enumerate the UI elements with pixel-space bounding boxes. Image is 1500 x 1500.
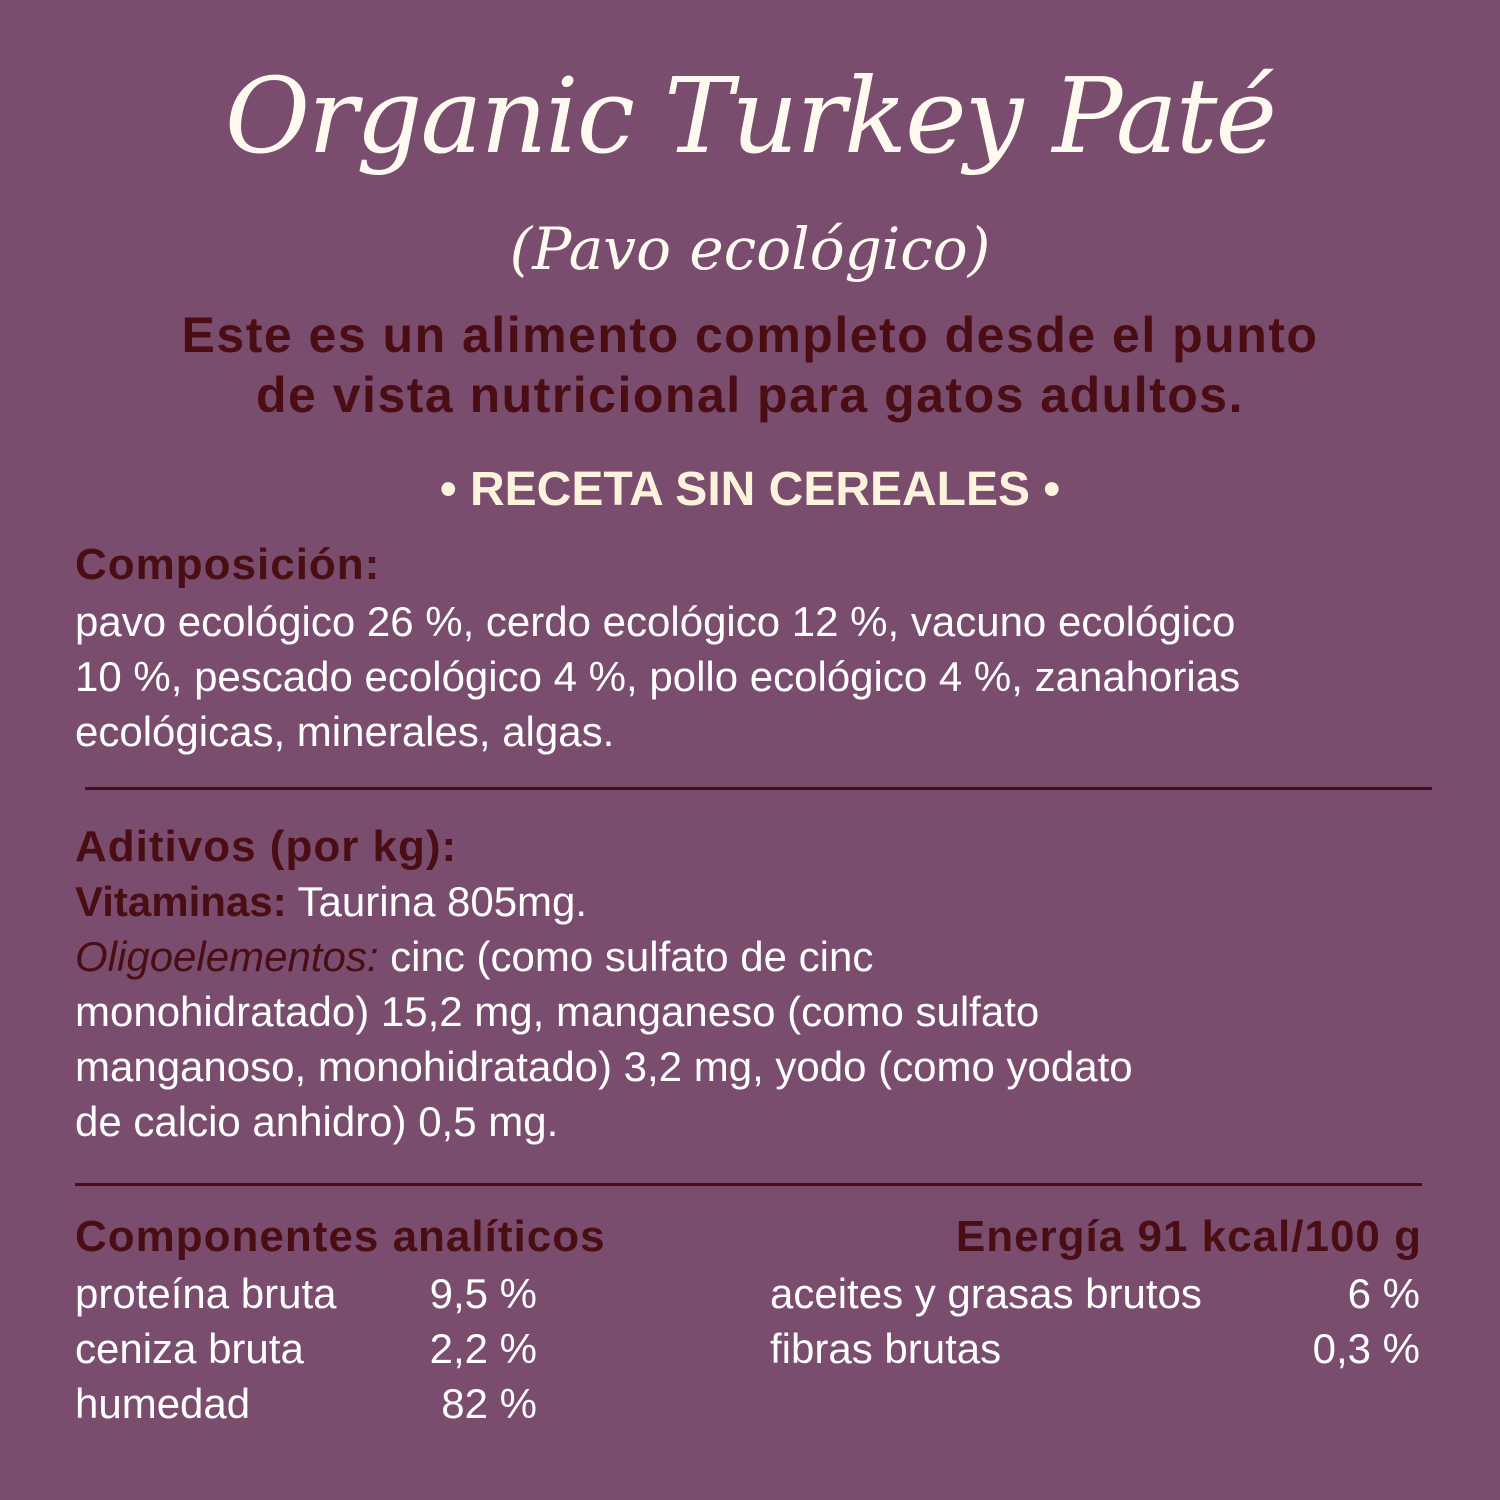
composition-line: pavo ecológico 26 %, cerdo ecológico 12 …	[75, 598, 1236, 645]
intro-line-1: Este es un alimento completo desde el pu…	[181, 307, 1319, 363]
additives-heading: Aditivos (por kg):	[75, 822, 458, 871]
analytic-value: 2,2 %	[429, 1325, 537, 1372]
analytic-label: humedad	[75, 1380, 251, 1427]
analytic-value: 9,5 %	[429, 1270, 537, 1317]
vitamins-text: Taurina 805mg.	[286, 878, 588, 925]
composition-line: 10 %, pescado ecológico 4 %, pollo ecoló…	[75, 653, 1241, 700]
product-subtitle: (Pavo ecológico)	[509, 215, 991, 283]
trace-label: Oligoelementos:	[75, 933, 379, 980]
analytic-label: proteína bruta	[75, 1270, 337, 1317]
product-title: Organic Turkey Paté	[224, 55, 1277, 177]
trace-line: Oligoelementos: cinc (como sulfato de ci…	[75, 933, 873, 981]
grain-free-badge: • RECETA SIN CEREALES •	[439, 463, 1061, 516]
analytic-label: aceites y grasas brutos	[770, 1270, 1202, 1317]
vitamins-line: Vitaminas: Taurina 805mg.	[75, 878, 587, 926]
analytic-value: 82 %	[441, 1380, 537, 1427]
composition-line: ecológicas, minerales, algas.	[75, 708, 615, 755]
trace-text: cinc (como sulfato de cinc	[378, 933, 874, 980]
divider	[85, 787, 1432, 790]
analytic-label: ceniza bruta	[75, 1325, 304, 1372]
analytic-label: fibras brutas	[770, 1325, 1002, 1372]
energy-value: Energía 91 kcal/100 g	[955, 1212, 1422, 1261]
trace-line: de calcio anhidro) 0,5 mg.	[75, 1098, 559, 1145]
vitamins-label: Vitaminas:	[75, 878, 287, 925]
trace-line: monohidratado) 15,2 mg, manganeso (como …	[75, 988, 1040, 1035]
intro-line-2: de vista nutricional para gatos adultos.	[256, 367, 1244, 423]
trace-line: manganoso, monohidratado) 3,2 mg, yodo (…	[75, 1043, 1133, 1090]
divider	[75, 1183, 1422, 1186]
analytic-value: 6 %	[1347, 1270, 1420, 1317]
composition-heading: Composición:	[75, 540, 381, 589]
analytic-value: 0,3 %	[1312, 1325, 1420, 1372]
analytics-heading: Componentes analíticos	[75, 1212, 606, 1261]
